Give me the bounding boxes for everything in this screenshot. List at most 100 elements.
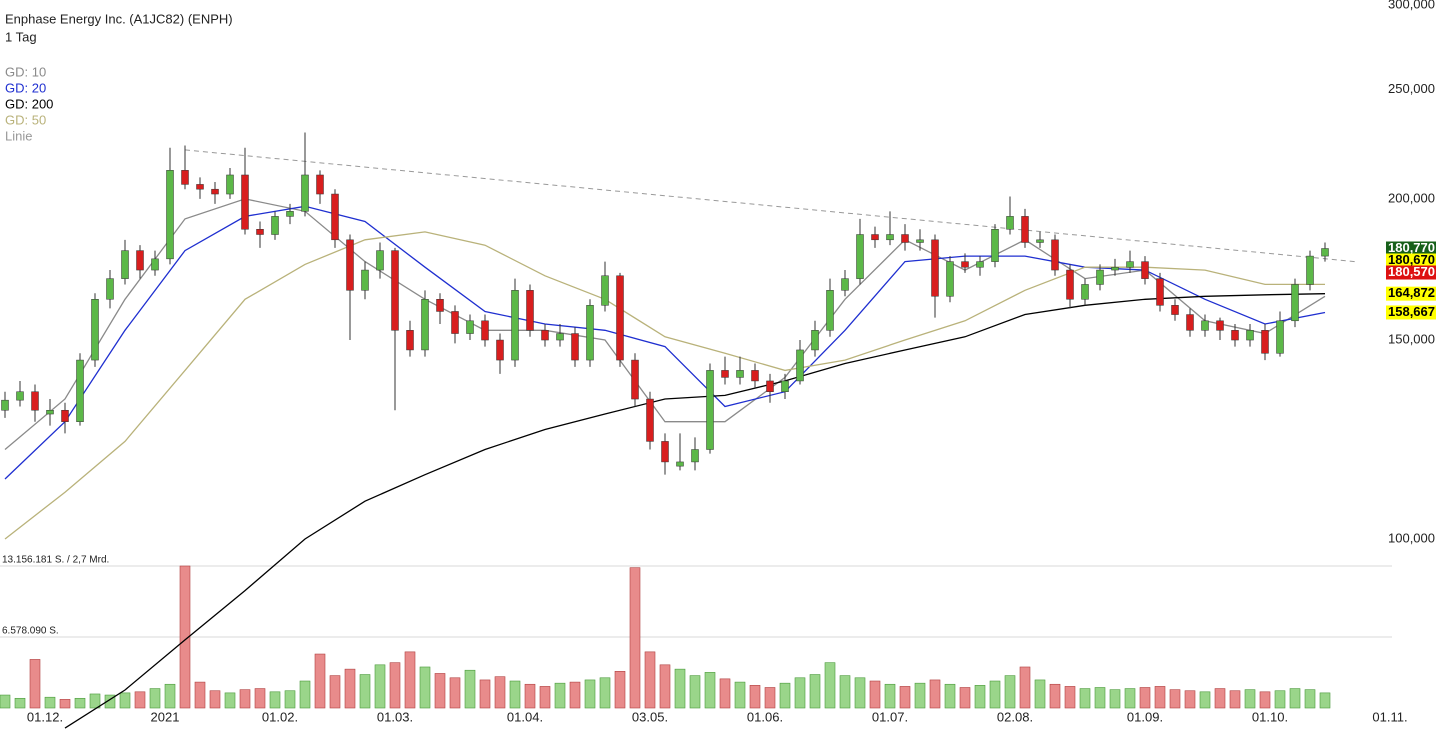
candle-body [301, 174, 309, 212]
chart-title: Enphase Energy Inc. (A1JC82) (ENPH) [5, 11, 233, 26]
candle-body [706, 370, 714, 450]
candle-body [1051, 239, 1059, 271]
candle-body [106, 278, 114, 300]
price-label: 180,570 [1388, 264, 1435, 279]
candle-body [421, 299, 429, 351]
candle-body [1036, 239, 1044, 243]
volume-bar [134, 691, 146, 709]
candle-body [586, 305, 594, 361]
candle-body [1021, 216, 1029, 243]
volume-bar [104, 694, 116, 709]
candle-body [676, 461, 684, 467]
candle-body [931, 239, 939, 297]
x-tick-label: 01.12. [27, 709, 63, 724]
volume-bar [1214, 688, 1226, 709]
volume-bar [44, 696, 56, 709]
volume-bar [884, 683, 896, 709]
candle-body [496, 339, 504, 361]
candle-body [121, 250, 129, 279]
volume-bar [1079, 688, 1091, 709]
volume-bar [284, 690, 296, 709]
candle-body [1186, 314, 1194, 331]
volume-bar [374, 664, 386, 709]
candle-body [1096, 269, 1104, 285]
candle-body [826, 290, 834, 331]
volume-bar [14, 697, 26, 709]
candle-body [526, 290, 534, 331]
candle-body [181, 170, 189, 185]
volume-bar [464, 669, 476, 709]
volume-bar [659, 664, 671, 709]
volume-bar [359, 674, 371, 709]
volume-bar [764, 687, 776, 709]
volume-bar [1049, 683, 1061, 709]
volume-bar [299, 680, 311, 709]
candle-body [1201, 320, 1209, 331]
candle-body [406, 330, 414, 351]
volume-tick-label: 13.156.181 S. / 2,7 Mrd. [2, 555, 109, 566]
candle-body [331, 193, 339, 241]
volume-bar [1274, 690, 1286, 709]
candle-body [841, 278, 849, 291]
volume-bar [119, 692, 131, 709]
candle-body [691, 449, 699, 463]
volume-tick-label: 6.578.090 S. [2, 626, 59, 637]
candle-body [196, 184, 204, 190]
volume-bar [689, 675, 701, 709]
volume-bar [1154, 686, 1166, 709]
candle-body [991, 229, 999, 262]
candle-body [166, 170, 174, 260]
volume-bar [749, 685, 761, 709]
volume-bar [149, 688, 161, 709]
volume-bar [434, 673, 446, 709]
volume-bar [1139, 687, 1151, 709]
x-tick-label: 01.10. [1252, 709, 1288, 724]
legend-entry: Linie [5, 128, 32, 143]
candle-body [1261, 330, 1269, 354]
price-label: 180,770 [1388, 240, 1435, 255]
x-tick-label: 01.02. [262, 709, 298, 724]
moving-average-line [184, 149, 1356, 263]
volume-bar [329, 675, 341, 709]
x-tick-label: 02.08. [997, 709, 1033, 724]
candle-body [1276, 320, 1284, 354]
chart-subtitle: 1 Tag [5, 29, 37, 44]
x-tick-label: 03.05. [632, 709, 668, 724]
price-label-box [1386, 305, 1436, 320]
volume-bar [314, 653, 326, 709]
candle-body [1066, 269, 1074, 300]
candle-body [871, 234, 879, 241]
candle-body [1291, 284, 1299, 322]
candle-body [1171, 305, 1179, 315]
candle-body [316, 174, 324, 195]
y-tick-label: 300,000 [1388, 0, 1435, 11]
volume-bar [179, 565, 191, 709]
y-tick-label: 250,000 [1388, 81, 1435, 96]
volume-bar [389, 662, 401, 709]
x-tick-label: 01.03. [377, 709, 413, 724]
price-label-box [1386, 286, 1436, 301]
volume-bar [929, 679, 941, 709]
candle-body [781, 380, 789, 392]
volume-bar [989, 680, 1001, 709]
volume-bar [779, 682, 791, 709]
volume-bar [1064, 686, 1076, 709]
candle-body [226, 174, 234, 195]
candle-body [796, 349, 804, 382]
volume-bar [1124, 688, 1136, 709]
x-tick-label: 01.07. [872, 709, 908, 724]
candle-body [976, 261, 984, 268]
volume-bar [914, 682, 926, 709]
volume-bar [449, 677, 461, 709]
candle-body [91, 299, 99, 361]
volume-bar [0, 694, 11, 709]
candle-body [211, 188, 219, 195]
candle-body [1081, 284, 1089, 300]
candle-body [856, 234, 864, 279]
candle-body [61, 409, 69, 422]
candle-body [136, 250, 144, 271]
volume-bar [224, 692, 236, 709]
candle-body [1111, 266, 1119, 271]
y-tick-label: 200,000 [1388, 190, 1435, 205]
